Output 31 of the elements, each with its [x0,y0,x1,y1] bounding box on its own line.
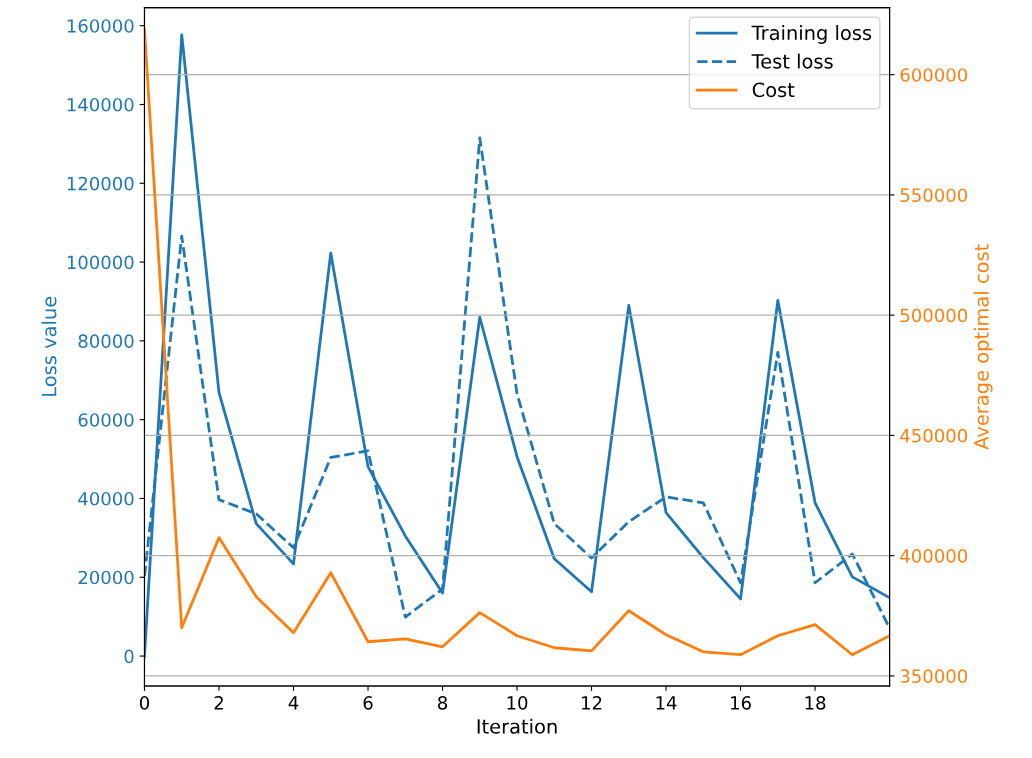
y-tick-label: 160000 [67,19,134,33]
x-tick-label: 4 [288,696,299,710]
y-tick-label: 0 [124,649,134,664]
x-axis-title: Iteration [477,718,557,734]
x-tick-label: 14 [656,696,677,710]
y-tick-label: 40000 [78,491,134,506]
y-tick-label: 100000 [67,255,134,270]
y2-tick-label: 400000 [900,549,968,563]
y-axis-title: Loss value [41,296,57,396]
legend-label: Test loss [751,53,833,69]
x-tick-label: 2 [214,696,223,710]
legend-label: Cost [752,82,795,98]
x-tick-label: 6 [363,696,373,710]
x-tick-label: 0 [139,696,150,710]
x-tick-label: 10 [507,696,528,710]
y2-tick-label: 350000 [900,669,968,684]
y2-tick-label: 450000 [900,428,968,443]
y2-tick-label: 500000 [900,308,968,323]
y-tick-label: 80000 [78,334,134,348]
x-tick-label: 8 [438,696,448,710]
x-tick-label: 12 [582,696,602,710]
legend-label: Training loss [751,25,872,44]
y2-tick-label: 600000 [900,68,968,82]
x-tick-label: 16 [731,696,751,710]
y-tick-label: 140000 [67,97,134,112]
x-tick-label: 18 [805,696,826,710]
y2-axis-title: Average optimal cost [973,244,993,450]
y-tick-label: 20000 [78,570,134,585]
y2-tick-label: 550000 [900,188,968,203]
y-tick-label: 60000 [78,413,134,427]
y-tick-label: 120000 [67,176,134,191]
